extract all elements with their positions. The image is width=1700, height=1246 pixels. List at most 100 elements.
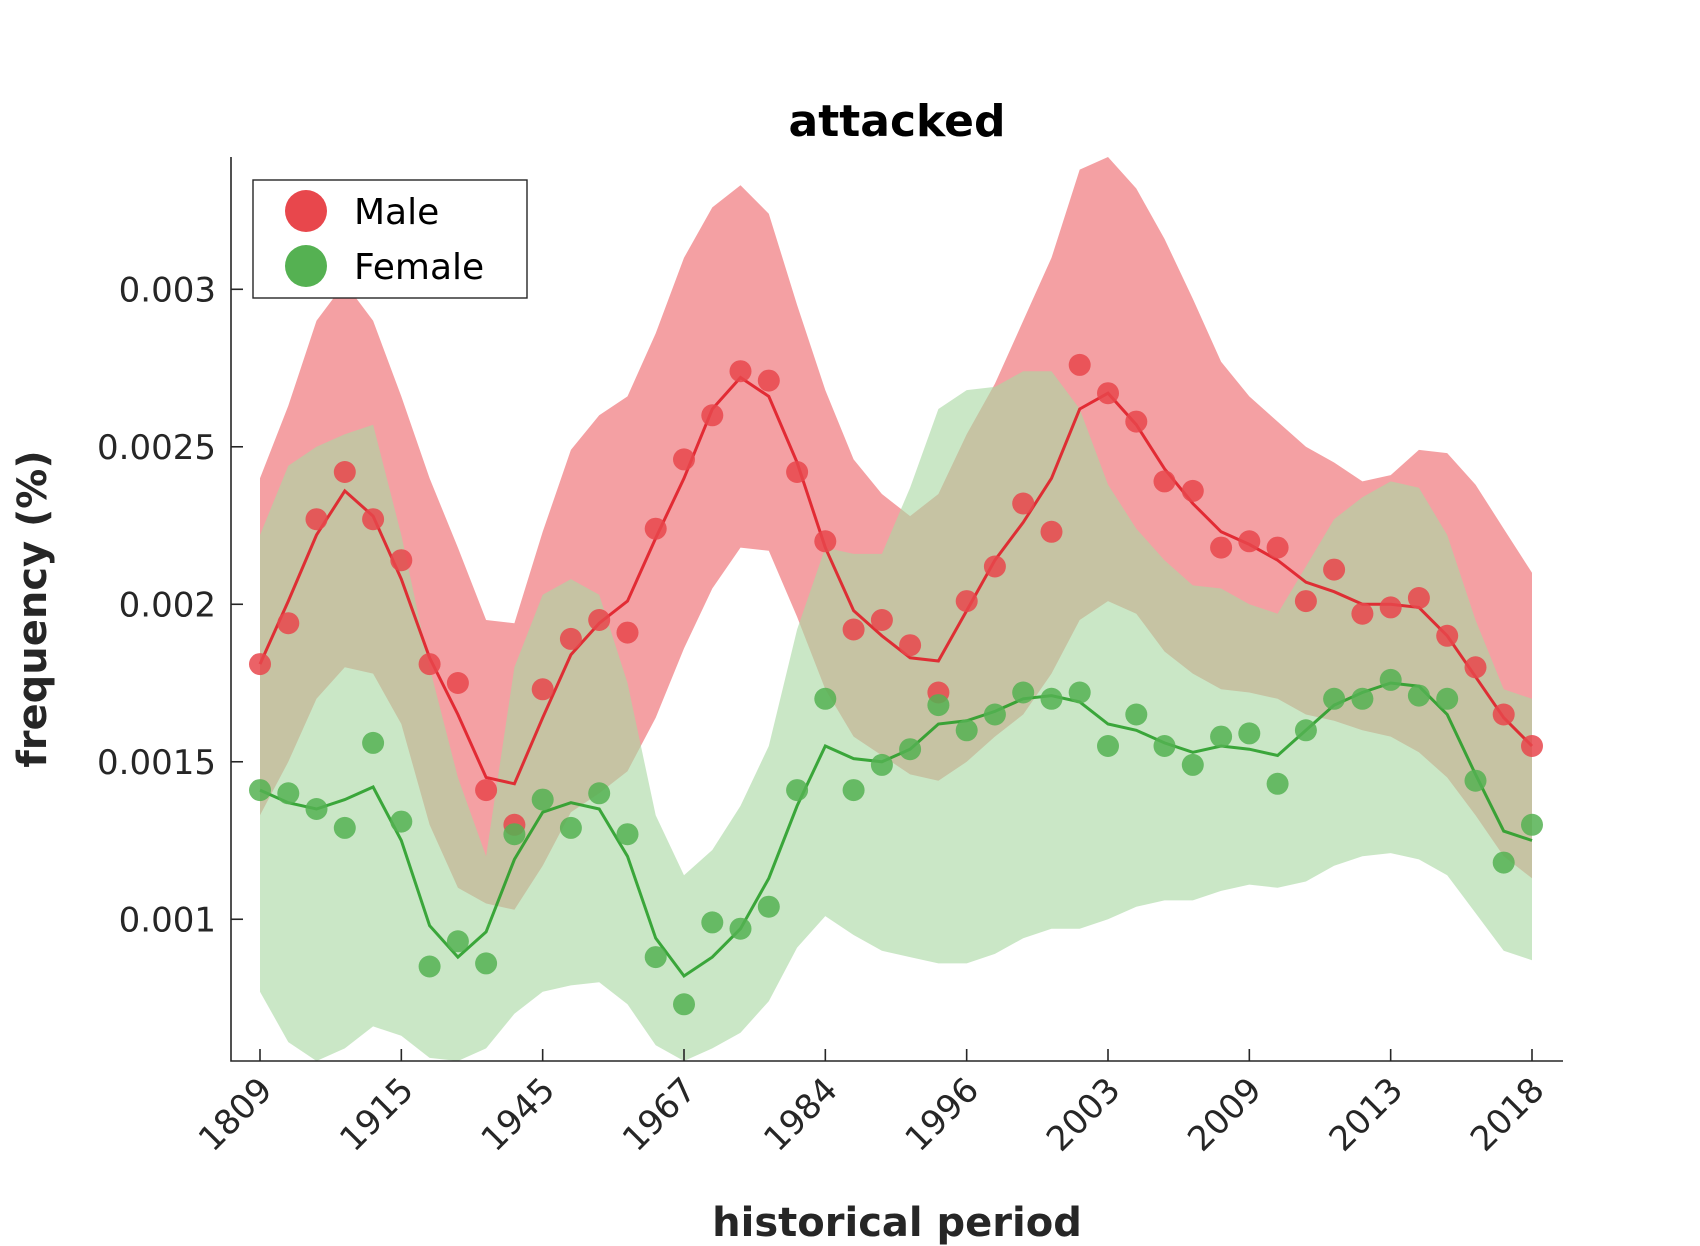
point-male: [1351, 602, 1374, 625]
x-tick-label: 2018: [1463, 1070, 1552, 1159]
point-female: [249, 779, 271, 802]
point-male: [1266, 536, 1289, 559]
confidence-bands: [260, 157, 1532, 1061]
fit-line-male: [258, 375, 1534, 786]
x-tick-label: 1809: [191, 1070, 280, 1159]
point-female: [701, 911, 724, 934]
point-female: [983, 703, 1006, 726]
y-tick-label: 0.0025: [97, 428, 216, 468]
point-male: [701, 404, 724, 427]
point-female: [1294, 719, 1317, 742]
point-male: [249, 653, 271, 676]
point-female: [418, 955, 441, 978]
point-male: [333, 461, 356, 483]
point-female: [842, 779, 865, 802]
point-male: [588, 609, 611, 631]
legend: Male Female: [252, 179, 528, 299]
point-female: [1040, 687, 1063, 710]
point-female: [644, 946, 667, 969]
point-male: [729, 360, 752, 383]
fit-lines: [258, 375, 1534, 979]
point-male: [644, 517, 667, 540]
point-male: [305, 508, 328, 531]
point-female: [362, 731, 385, 754]
y-tick-label: 0.002: [119, 585, 216, 625]
point-female: [305, 798, 328, 820]
point-female: [1379, 668, 1402, 691]
point-male: [842, 618, 865, 641]
point-male: [1210, 536, 1233, 559]
point-female: [616, 823, 639, 846]
y-axis-label: frequency (%): [10, 450, 56, 767]
point-male: [1012, 492, 1035, 515]
point-female: [1097, 735, 1119, 757]
point-male: [955, 590, 978, 613]
point-female: [277, 782, 300, 805]
x-tick-label: 1945: [474, 1070, 563, 1159]
fit-line-female: [259, 681, 1533, 979]
y-axis: 0.001 0.0015 0.002 0.0025 0.003: [97, 270, 243, 940]
point-male: [757, 369, 780, 392]
point-male: [870, 609, 893, 631]
y-tick-label: 0.0015: [97, 743, 216, 783]
point-female: [446, 930, 469, 953]
point-female: [1012, 681, 1035, 704]
point-male: [1097, 382, 1119, 405]
point-male: [983, 555, 1006, 578]
point-male: [1492, 703, 1515, 726]
y-tick-label: 0.001: [119, 900, 216, 940]
point-male: [899, 634, 922, 657]
point-male: [786, 461, 809, 483]
point-male: [673, 448, 695, 471]
point-male: [1379, 596, 1402, 619]
x-axis: 1809 1915 1945 1967 1984 1996 2003 2009 2013 2018: [191, 1049, 1552, 1160]
point-female: [870, 753, 893, 776]
point-female: [390, 810, 413, 833]
point-male: [418, 653, 441, 676]
point-female: [1153, 735, 1176, 757]
point-female: [1407, 684, 1430, 707]
point-male: [814, 530, 837, 553]
data-points: [249, 353, 1543, 1016]
x-tick-label: 1996: [898, 1070, 987, 1159]
point-female: [1238, 722, 1261, 745]
point-female: [1464, 769, 1487, 792]
band-female: [260, 371, 1532, 1061]
point-female: [503, 823, 526, 846]
point-female: [1521, 813, 1543, 836]
point-male: [1125, 410, 1148, 433]
x-tick-label: 2013: [1322, 1070, 1411, 1159]
point-male: [446, 672, 469, 694]
point-male: [362, 508, 385, 531]
x-axis-label: historical period: [712, 1200, 1082, 1246]
point-female: [786, 779, 809, 802]
point-male: [390, 549, 413, 572]
point-male: [1068, 353, 1091, 376]
axes-frame: [230, 157, 1563, 1062]
point-male: [1407, 587, 1430, 609]
point-female: [1068, 681, 1091, 704]
point-male: [616, 621, 639, 644]
point-female: [1181, 753, 1204, 776]
chart-title: attacked: [789, 96, 1006, 147]
x-tick-label: 1984: [756, 1070, 845, 1159]
x-tick-label: 1967: [615, 1070, 704, 1159]
point-male: [559, 627, 582, 650]
legend-label-male: Male: [354, 192, 439, 233]
point-female: [531, 788, 554, 811]
point-male: [1040, 520, 1063, 543]
point-female: [333, 816, 356, 839]
point-female: [899, 738, 922, 761]
point-female: [757, 895, 780, 918]
point-female: [814, 687, 837, 710]
point-male: [531, 678, 554, 701]
point-male: [1294, 590, 1317, 613]
point-female: [1492, 851, 1515, 874]
point-female: [729, 917, 752, 940]
point-male: [1521, 735, 1543, 757]
legend-label-female: Female: [354, 247, 484, 288]
legend-marker-female: [285, 245, 327, 287]
point-female: [588, 782, 611, 805]
point-female: [1125, 703, 1148, 726]
